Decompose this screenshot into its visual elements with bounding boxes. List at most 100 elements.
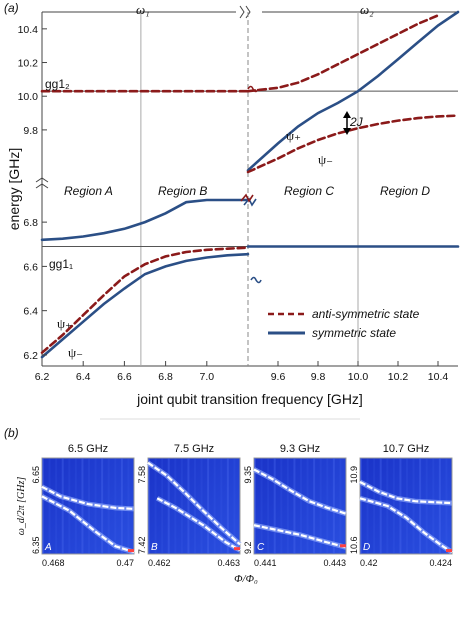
heatmap-y-top-label: 9.35 (243, 466, 253, 484)
x-tick-label: 6.8 (158, 371, 173, 383)
heatmap-texture-stripe (419, 458, 422, 554)
heatmap-panel: 6.5 GHz A 6.65 6.350.468 0.47 (31, 443, 135, 568)
heatmap-texture-stripe (180, 458, 183, 554)
x-axis-break-top (239, 5, 251, 19)
two-j-label: 2J (349, 115, 364, 129)
symmetric-lower-left-curve (40, 252, 250, 359)
heatmap-trace (156, 497, 241, 552)
heatmap-texture-stripe (313, 458, 316, 554)
heatmap-x-left-label: 0.462 (148, 558, 171, 568)
heatmap-letter: C (257, 542, 265, 553)
symmetric-right-curve (246, 10, 460, 172)
heatmap-texture-stripe (366, 458, 369, 554)
heatmap-texture-stripe (81, 458, 84, 554)
omega1-label: ω₁ (136, 2, 150, 17)
x-tick-label: 7.0 (199, 371, 214, 383)
legend-symmetric-label: symmetric state (312, 326, 396, 340)
x-tick-label: 10.2 (388, 371, 409, 383)
heatmap-texture-stripe (273, 458, 276, 554)
heatmap-title: 10.7 GHz (383, 443, 429, 455)
x-axis-label: joint qubit transition frequency [GHz] (136, 391, 363, 407)
heatmap-y-bottom-label: 6.35 (31, 536, 41, 554)
heatmap-texture-stripe (187, 458, 190, 554)
gg12-label: gg1₂ (45, 77, 70, 91)
heatmap-panel: 7.5 GHz B 7.58 7.420.462 0.463 (137, 443, 242, 568)
heatmap-trace (359, 481, 453, 505)
heatmap-texture-stripe (360, 458, 362, 554)
heatmap-panel: 9.3 GHz C 9.35 9.20.441 0.443 (243, 443, 347, 568)
heatmap-trace (41, 495, 135, 554)
y-tick-label: 6.2 (23, 350, 38, 362)
heatmap-x-right-label: 0.47 (116, 558, 134, 568)
heatmap-y-top-label: 6.65 (31, 466, 41, 484)
plot-frame (41, 11, 458, 367)
legend: anti-symmetric state symmetric state (268, 307, 420, 340)
heatmap-letter: A (44, 542, 52, 553)
ticks: 6.2 6.4 6.6 6.8 7.0 9.6 9.8 10.0 10.2 10.4 10.4 10.… (18, 24, 449, 383)
curves (40, 10, 460, 359)
y-axis-break (35, 177, 49, 189)
heatmap-texture-stripe (432, 458, 435, 554)
heatmap-texture-stripe (233, 458, 236, 554)
heatmap-texture-stripe (267, 458, 270, 554)
y-tick-label: 6.6 (23, 261, 38, 273)
heatmap-letter: B (151, 542, 158, 553)
x-tick-label: 6.2 (35, 371, 50, 383)
heatmap-panels: 6.5 GHz A 6.65 6.350.468 0.47 7.5 GHz B 7.58 7.4… (31, 443, 454, 568)
x-tick-label: 6.4 (76, 371, 91, 383)
heatmap-texture-stripe (412, 458, 415, 554)
region-a-label: Region A (64, 184, 113, 198)
heatmap-texture-stripe (406, 458, 408, 554)
heatmap-texture-stripe (445, 458, 448, 554)
omega2-label: ω₂ (360, 2, 374, 17)
heatmap-background (253, 457, 347, 555)
psi-minus-label-left: ψ₋ (68, 345, 83, 360)
heatmap-texture-stripe (438, 458, 441, 554)
legend-anti-symmetric-label: anti-symmetric state (312, 307, 420, 321)
heatmap-peak-marker (234, 547, 240, 551)
heatmap-texture-stripe (127, 458, 130, 554)
heatmap-y-top-label: 10.9 (349, 466, 359, 484)
y-tick-label: 10.2 (18, 58, 39, 70)
y-tick-label: 10.0 (18, 91, 39, 103)
heatmap-texture-stripe (392, 458, 395, 554)
heatmap-texture-stripe (220, 458, 223, 554)
two-j-arrow (343, 111, 351, 135)
heatmap-texture-stripe (306, 458, 309, 554)
heatmap-panel: 10.7 GHz D 10.9 10.60.42 0.424 (349, 443, 454, 568)
heatmap-background (359, 457, 453, 555)
anti-symmetric-lower-left-curve (40, 246, 250, 354)
panel-a-label: (a) (4, 1, 19, 15)
heatmap-texture-stripe (373, 458, 376, 554)
heatmap-x-right-label: 0.424 (429, 558, 452, 568)
heatmap-texture-stripe (332, 458, 335, 554)
heatmap-texture-stripe (74, 458, 77, 554)
heatmap-texture-stripe (226, 458, 229, 554)
heatmap-texture-stripe (425, 458, 428, 554)
y-tick-label: 9.8 (23, 125, 38, 137)
y-tick-label: 6.4 (23, 306, 38, 318)
x-tick-label: 10.4 (428, 371, 449, 383)
heatmap-texture-stripe (161, 458, 164, 554)
heatmap-trace (253, 468, 347, 515)
heatmap-peak-marker (446, 549, 452, 553)
x-tick-label: 9.6 (271, 371, 286, 383)
heatmap-texture-stripe (293, 458, 296, 554)
region-d-label: Region D (380, 184, 430, 198)
heatmap-peak-marker (340, 544, 346, 548)
region-b-label: Region B (158, 184, 207, 198)
psi-plus-label-right: ψ₊ (286, 128, 301, 143)
y-tick-label: 6.8 (23, 217, 38, 229)
panel-b-y-axis-label: ω_d/2π [GHz] (16, 477, 27, 536)
heatmap-texture-stripe (339, 458, 342, 554)
heatmap-y-top-label: 7.58 (137, 466, 147, 484)
heatmap-x-right-label: 0.463 (217, 558, 240, 568)
heatmap-texture-stripe (280, 458, 283, 554)
heatmap-texture-stripe (254, 458, 256, 554)
heatmap-texture-stripe (399, 458, 402, 554)
heatmap-trace (359, 497, 453, 554)
x-tick-label: 9.8 (311, 371, 326, 383)
heatmap-texture-stripe (148, 458, 150, 554)
heatmap-letter: D (363, 542, 370, 553)
